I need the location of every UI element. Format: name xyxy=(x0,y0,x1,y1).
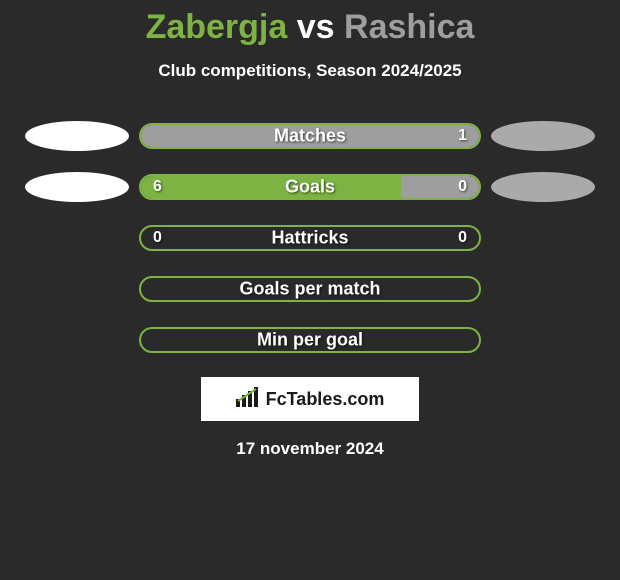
subtitle: Club competitions, Season 2024/2025 xyxy=(0,61,620,81)
bar-value-right: 1 xyxy=(458,127,467,145)
title-vs: vs xyxy=(287,8,344,46)
ellipse-spacer xyxy=(25,274,129,304)
title-player1: Zabergja xyxy=(146,8,288,46)
stat-row: Matches 1 xyxy=(0,121,620,151)
ellipse-right xyxy=(491,121,595,151)
ellipse-spacer xyxy=(25,325,129,355)
ellipse-spacer xyxy=(491,223,595,253)
bar-label: Min per goal xyxy=(257,330,363,351)
ellipse-spacer xyxy=(491,274,595,304)
page-title: Zabergja vs Rashica xyxy=(0,8,620,47)
stat-row: Min per goal xyxy=(0,325,620,355)
ellipse-left xyxy=(25,121,129,151)
bar-label: Matches xyxy=(274,126,346,147)
stat-row: Goals per match xyxy=(0,274,620,304)
bar-label: Goals per match xyxy=(239,279,380,300)
bar-value-left: 6 xyxy=(153,178,162,196)
bar-label: Hattricks xyxy=(271,228,348,249)
bar-value-left: 0 xyxy=(153,229,162,247)
stat-bar: Goals per match xyxy=(139,276,481,302)
ellipse-left xyxy=(25,172,129,202)
title-player2: Rashica xyxy=(344,8,474,46)
date-line: 17 november 2024 xyxy=(0,439,620,459)
bar-value-right: 0 xyxy=(458,229,467,247)
bar-fill-right xyxy=(401,176,479,198)
ellipse-spacer xyxy=(491,325,595,355)
logo-box: FcTables.com xyxy=(201,377,419,421)
comparison-infographic: Zabergja vs Rashica Club competitions, S… xyxy=(0,0,620,459)
bar-fill-left xyxy=(141,176,401,198)
bar-label: Goals xyxy=(285,177,335,198)
logo-text: FcTables.com xyxy=(266,389,385,410)
ellipse-right xyxy=(491,172,595,202)
stat-bar: Goals 6 0 xyxy=(139,174,481,200)
stat-row: Hattricks 0 0 xyxy=(0,223,620,253)
stat-bar: Matches 1 xyxy=(139,123,481,149)
stat-row: Goals 6 0 xyxy=(0,172,620,202)
bar-value-right: 0 xyxy=(458,178,467,196)
stat-rows: Matches 1 Goals 6 0 Hattricks 0 0 Goals per matc… xyxy=(0,121,620,355)
stat-bar: Hattricks 0 0 xyxy=(139,225,481,251)
ellipse-spacer xyxy=(25,223,129,253)
stat-bar: Min per goal xyxy=(139,327,481,353)
chart-bars-icon xyxy=(236,387,262,412)
